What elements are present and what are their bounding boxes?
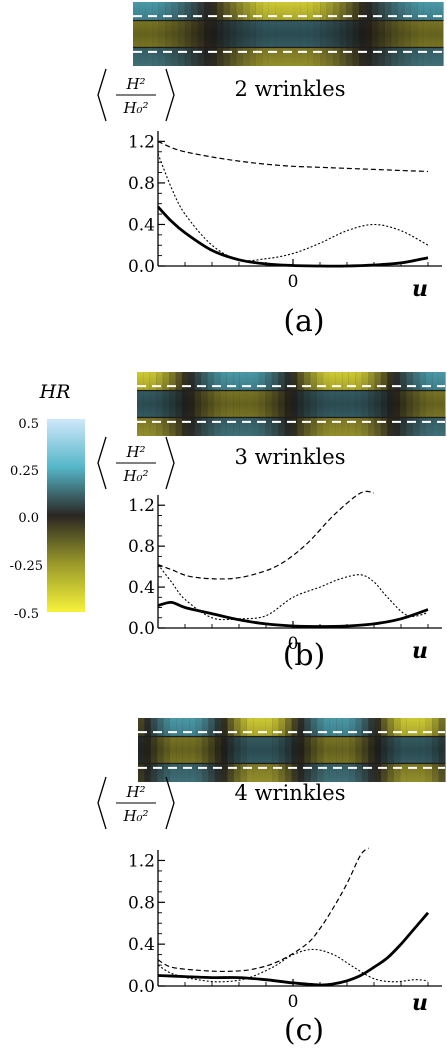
y-tick-label: 0.4 xyxy=(128,578,155,598)
series-line-solid xyxy=(157,600,429,628)
y-tick-label: 1.2 xyxy=(128,496,155,516)
colorbar-tick-label: -0.25 xyxy=(10,559,43,574)
panel-label: (c) xyxy=(284,1013,324,1048)
y-tick-label: 0.8 xyxy=(128,893,155,913)
bracket-left xyxy=(97,68,107,122)
x-tick-label: 0 xyxy=(288,634,299,654)
colorbar-tick-label: -0.5 xyxy=(14,607,39,622)
ylabel-denominator: H₀² xyxy=(122,99,148,117)
plot-a: 0.0 0.4 0.8 1.2 0 u xyxy=(128,131,442,302)
panel-label: (b) xyxy=(283,638,326,673)
colorbar-title: HR xyxy=(39,381,71,403)
x-axis-label: u xyxy=(412,276,428,302)
panel-title: 3 wrinkles xyxy=(235,445,346,469)
bracket-left xyxy=(97,776,107,830)
panel-title: 4 wrinkles xyxy=(235,781,346,805)
panel-c: H² H₀² 4 wrinkles 0.0 0.4 0.8 1.2 0 u (c) xyxy=(97,718,446,1048)
bracket-right xyxy=(165,436,175,490)
ylabel-numerator: H² xyxy=(125,783,145,801)
series-line-solid xyxy=(157,911,430,987)
x-axis-label: u xyxy=(412,638,428,664)
series-line-dashed xyxy=(157,140,429,173)
series-line-dotted xyxy=(157,153,429,262)
ylabel-a: H² H₀² xyxy=(97,68,175,122)
wrinkle-strip-c xyxy=(138,718,446,782)
panel-a: H² H₀² 2 wrinkles 0.0 0.4 0.8 1.2 0 u (a) xyxy=(97,2,444,339)
y-tick-label: 0.0 xyxy=(128,619,155,639)
bracket-right xyxy=(165,776,175,830)
ylabel-numerator: H² xyxy=(125,75,145,93)
bracket-left xyxy=(97,436,107,490)
colorbar-tick-label: 0.0 xyxy=(18,511,39,526)
bracket-right xyxy=(165,68,175,122)
x-tick-label: 0 xyxy=(288,272,299,292)
series-line-dashed xyxy=(157,490,375,580)
y-tick-label: 0.8 xyxy=(128,537,155,557)
panel-b: H² H₀² 3 wrinkles 0.0 0.4 0.8 1.2 0 u (b) xyxy=(97,372,446,673)
series-line-solid xyxy=(156,205,429,268)
y-tick-label: 0.0 xyxy=(128,257,155,277)
panel-label: (a) xyxy=(283,304,324,339)
ylabel-denominator: H₀² xyxy=(122,807,148,825)
x-axis-label: u xyxy=(412,990,428,1016)
plot-b: 0.0 0.4 0.8 1.2 0 u xyxy=(128,490,442,664)
colorbar: HR 0.5 0.25 0.0 -0.25 -0.5 xyxy=(10,381,85,622)
y-tick-label: 0.0 xyxy=(128,977,155,997)
wrinkle-strip-b xyxy=(137,372,446,436)
y-tick-label: 0.8 xyxy=(128,174,155,194)
colorbar-gradient xyxy=(47,419,85,612)
ylabel-denominator: H₀² xyxy=(122,467,148,485)
x-tick-label: 0 xyxy=(288,992,299,1012)
panel-title: 2 wrinkles xyxy=(235,77,346,101)
y-tick-label: 1.2 xyxy=(128,851,155,871)
ylabel-numerator: H² xyxy=(125,443,145,461)
ylabel-c: H² H₀² xyxy=(97,776,175,830)
colorbar-tick-label: 0.25 xyxy=(10,464,39,479)
series-line-dashed xyxy=(157,847,370,973)
plot-c: 0.0 0.4 0.8 1.2 0 u xyxy=(128,847,442,1016)
series-line-dotted xyxy=(157,948,429,983)
ylabel-b: H² H₀² xyxy=(97,436,175,490)
series-line-dotted xyxy=(157,564,429,621)
y-tick-label: 0.4 xyxy=(128,215,155,235)
y-tick-label: 1.2 xyxy=(128,132,155,152)
wrinkle-strip-a xyxy=(133,2,444,66)
y-tick-label: 0.4 xyxy=(128,935,155,955)
colorbar-tick-label: 0.5 xyxy=(18,417,39,432)
